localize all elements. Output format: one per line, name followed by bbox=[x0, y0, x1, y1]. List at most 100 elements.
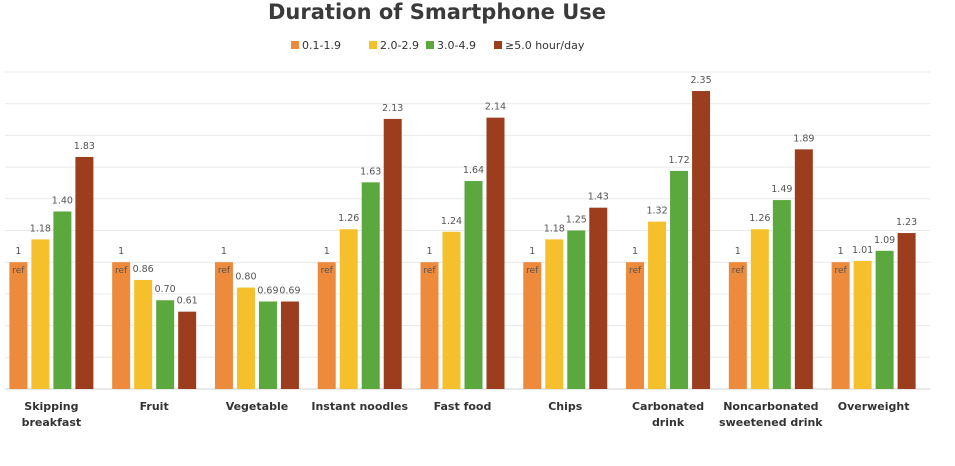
reference-label: ref bbox=[732, 266, 745, 276]
legend-swatch bbox=[426, 41, 434, 49]
bar-value-label: 1.89 bbox=[793, 133, 814, 144]
reference-label: ref bbox=[423, 266, 436, 276]
bar-value-label: 1 bbox=[118, 246, 124, 257]
bar-value-label: 1.49 bbox=[771, 184, 792, 195]
reference-label: ref bbox=[629, 266, 642, 276]
bar-value-label: 2.14 bbox=[485, 102, 506, 113]
category-tick-labels: Skipping breakfast Fruit Vegetable Instant n… bbox=[22, 400, 910, 429]
legend-item: 2.0-2.9 bbox=[369, 39, 419, 52]
reference-label: ref bbox=[835, 266, 848, 276]
bar bbox=[442, 231, 461, 389]
bar bbox=[258, 301, 277, 389]
bar bbox=[420, 262, 439, 389]
bar-value-label: 1 bbox=[838, 246, 844, 257]
bar-value-label: 1.26 bbox=[338, 213, 359, 224]
legend-item: 3.0-4.9 bbox=[426, 39, 476, 52]
bar bbox=[156, 300, 175, 389]
legend-swatch bbox=[291, 41, 299, 49]
bar bbox=[361, 182, 380, 389]
category-tick-label: Chips bbox=[548, 400, 583, 413]
bar-value-label: 1.09 bbox=[874, 235, 895, 246]
bar bbox=[545, 239, 564, 389]
bar-value-label: 1.18 bbox=[30, 223, 51, 234]
bar-value-label: 1.83 bbox=[74, 141, 95, 152]
category-tick-label: Fast food bbox=[434, 400, 492, 413]
reference-label: ref bbox=[218, 266, 231, 276]
category-tick-label: Fruit bbox=[140, 400, 169, 413]
bar-value-label: 1 bbox=[529, 246, 535, 257]
category-tick-label: Carbonated bbox=[632, 400, 704, 413]
bar bbox=[31, 239, 50, 389]
category-tick-label: Overweight bbox=[838, 400, 910, 413]
bar-value-label: 1.26 bbox=[749, 213, 770, 224]
bar-value-label: 1.43 bbox=[588, 192, 609, 203]
bar-value-label: 1 bbox=[221, 246, 227, 257]
bar bbox=[750, 229, 769, 389]
bar-value-label: 1 bbox=[426, 246, 432, 257]
bar-value-label: 1 bbox=[15, 246, 21, 257]
bar-value-label: 1.72 bbox=[668, 155, 689, 166]
legend: 0.1-1.9 2.0-2.9 3.0-4.9 ≥5.0 hour/day bbox=[291, 39, 585, 52]
bar bbox=[670, 170, 689, 389]
category-tick-label: drink bbox=[652, 416, 685, 429]
bar bbox=[280, 301, 299, 389]
bar bbox=[831, 262, 850, 389]
reference-label: ref bbox=[12, 266, 25, 276]
legend-item: 0.1-1.9 bbox=[291, 39, 341, 52]
bar bbox=[339, 229, 358, 389]
bar bbox=[53, 211, 72, 389]
category-tick-label: Vegetable bbox=[226, 400, 289, 413]
reference-label: ref bbox=[115, 266, 128, 276]
bar-value-label: 1.64 bbox=[463, 165, 484, 176]
bar-value-label: 1 bbox=[324, 246, 330, 257]
reference-label: ref bbox=[321, 266, 334, 276]
bar bbox=[626, 262, 645, 389]
bar bbox=[692, 91, 711, 390]
bar-value-label: 0.86 bbox=[133, 264, 154, 275]
category-tick-label: sweetened drink bbox=[719, 416, 823, 429]
bar-value-label: 0.80 bbox=[235, 272, 256, 283]
bar-value-label: 1.01 bbox=[852, 245, 873, 256]
bar-value-label: 0.69 bbox=[279, 286, 300, 297]
bar bbox=[464, 181, 483, 389]
bar-value-label: 0.61 bbox=[177, 296, 198, 307]
bar-value-label: 1.25 bbox=[566, 215, 587, 226]
legend-label: 3.0-4.9 bbox=[437, 39, 476, 52]
bar bbox=[875, 250, 894, 389]
chart-title: Duration of Smartphone Use bbox=[268, 0, 606, 24]
bar bbox=[794, 149, 813, 389]
bar-value-label: 1.23 bbox=[896, 217, 917, 228]
bar bbox=[75, 156, 94, 389]
legend-swatch bbox=[494, 41, 502, 49]
data-labels: 1 ref 1.18 1.40 1.83 1 ref 0.860.700.61 1 ref 0.80… bbox=[12, 75, 917, 307]
bar-value-label: 1.32 bbox=[646, 206, 667, 217]
bar bbox=[897, 233, 916, 389]
bar bbox=[772, 200, 791, 389]
bar-value-label: 1.40 bbox=[52, 195, 73, 206]
bar bbox=[567, 230, 586, 389]
bar bbox=[236, 287, 255, 389]
bar-value-label: 0.70 bbox=[155, 284, 176, 295]
bar bbox=[523, 262, 542, 389]
bar bbox=[853, 260, 872, 389]
bar bbox=[648, 221, 667, 389]
bar-value-label: 1.63 bbox=[360, 166, 381, 177]
bar bbox=[178, 311, 197, 389]
reference-label: ref bbox=[526, 266, 539, 276]
bar-value-label: 1 bbox=[632, 246, 638, 257]
bar bbox=[112, 262, 131, 389]
legend-item: ≥5.0 hour/day bbox=[494, 39, 585, 52]
legend-label: 0.1-1.9 bbox=[302, 39, 341, 52]
legend-label: 2.0-2.9 bbox=[380, 39, 419, 52]
category-tick-label: Noncarbonated bbox=[723, 400, 818, 413]
bars bbox=[9, 91, 916, 390]
bar bbox=[134, 279, 153, 389]
legend-swatch bbox=[369, 41, 377, 49]
bar-value-label: 2.13 bbox=[382, 103, 403, 114]
bar-value-label: 1.24 bbox=[441, 216, 462, 227]
bar bbox=[317, 262, 336, 389]
category-tick-label: Skipping bbox=[24, 400, 78, 413]
bar-value-label: 2.35 bbox=[690, 75, 711, 86]
category-tick-label: breakfast bbox=[22, 416, 82, 429]
